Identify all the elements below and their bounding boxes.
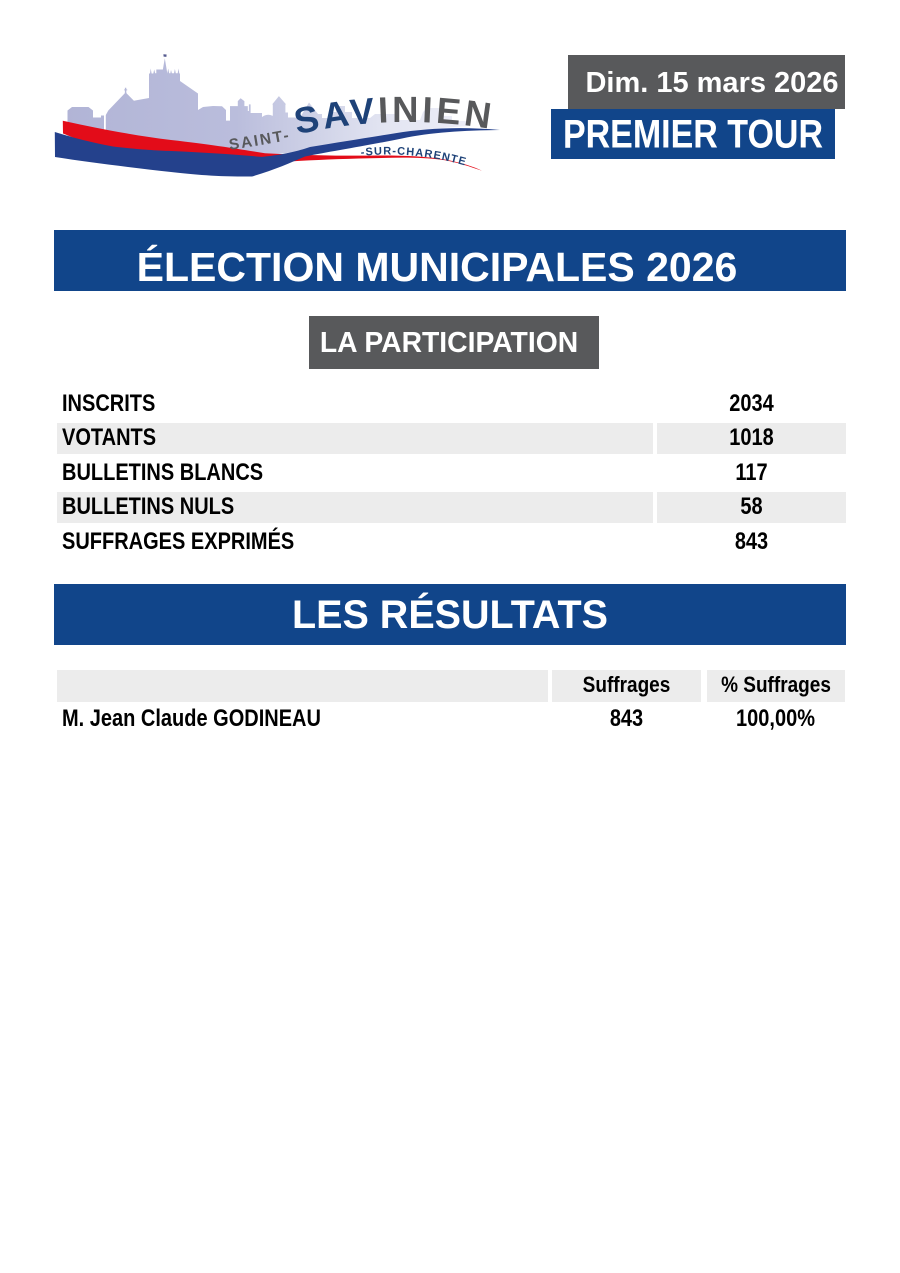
- svg-text:-SUR-CHARENTE: -SUR-CHARENTE: [360, 145, 468, 168]
